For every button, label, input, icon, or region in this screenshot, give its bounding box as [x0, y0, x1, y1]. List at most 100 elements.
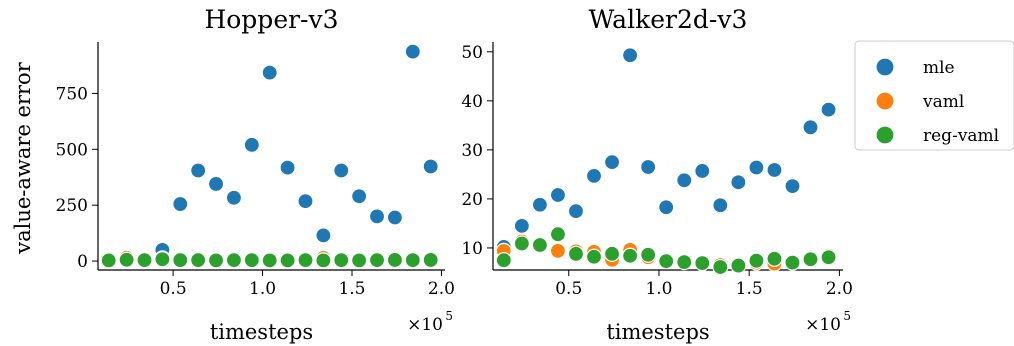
y-tick-label: 500: [56, 140, 88, 160]
series-mle: [100, 43, 439, 269]
y-tick-label: 0: [77, 252, 88, 272]
x-tick-label: 1.5: [338, 279, 365, 299]
data-point-reg-vaml: [820, 249, 837, 266]
data-point-reg-vaml: [136, 252, 153, 269]
data-point-mle: [802, 119, 819, 136]
data-point-mle: [603, 154, 621, 171]
legend-label-mle: mle: [923, 58, 955, 78]
data-point-reg-vaml: [190, 252, 207, 269]
data-point-reg-vaml: [333, 252, 350, 269]
data-point-reg-vaml: [100, 252, 117, 269]
series-reg-vaml: [100, 251, 439, 269]
data-point-reg-vaml: [172, 252, 189, 269]
data-point-mle: [513, 217, 530, 234]
data-point-reg-vaml: [261, 252, 278, 269]
data-point-reg-vaml: [748, 252, 765, 269]
data-point-reg-vaml: [495, 252, 512, 269]
data-point-reg-vaml: [730, 257, 747, 274]
data-point-mle: [712, 197, 729, 214]
data-point-mle: [820, 101, 837, 118]
data-point-mle: [784, 178, 801, 195]
x-tick-label: 0.5: [160, 279, 187, 299]
data-point-mle: [243, 136, 260, 153]
x-scale-exponent: 5: [445, 309, 453, 323]
x-scale-exponent: 5: [843, 309, 851, 323]
legend-label-reg-vaml: reg-vaml: [923, 126, 999, 146]
x-axis-label: timesteps: [210, 320, 313, 344]
x-tick-label: 2.0: [428, 279, 455, 299]
data-point-reg-vaml: [368, 252, 386, 269]
y-tick-label: 250: [56, 196, 88, 216]
data-point-reg-vaml: [676, 254, 693, 271]
data-point-reg-vaml: [622, 247, 639, 264]
legend-marker-reg-vaml: [875, 125, 895, 145]
subplot-title: Hopper-v3: [204, 5, 338, 34]
y-axis-label: value-aware error: [11, 61, 35, 254]
x-tick-label: 1.0: [249, 279, 276, 299]
x-tick-label: 0.5: [555, 279, 582, 299]
data-point-reg-vaml: [766, 250, 783, 267]
data-point-reg-vaml: [351, 252, 368, 269]
data-point-reg-vaml: [315, 252, 332, 269]
x-tick-label: 1.5: [736, 279, 763, 299]
data-point-reg-vaml: [243, 252, 260, 269]
data-point-reg-vaml: [404, 252, 421, 269]
series-reg-vaml: [495, 226, 837, 276]
data-point-reg-vaml: [279, 252, 296, 269]
data-point-mle: [351, 188, 368, 205]
data-point-mle: [766, 161, 783, 179]
data-point-reg-vaml: [658, 253, 675, 270]
subplot-title: Walker2d-v3: [589, 5, 748, 34]
subplot-2: Walker2d-v3 0.5 1.0 1.5 2.0 10 20 30 40 50 timeste…: [461, 5, 853, 344]
data-point-reg-vaml: [694, 255, 711, 272]
data-point-reg-vaml: [712, 258, 729, 276]
y-tick-label: 30: [461, 141, 483, 161]
legend: mle vaml reg-vaml: [854, 40, 1014, 151]
x-tick-label: 2.0: [826, 279, 853, 299]
legend-label-vaml: vaml: [922, 92, 964, 112]
subplots: Hopper-v3 0.5 1.0 1.5 2.0 0 250 500 750 timesteps…: [56, 5, 853, 344]
x-axis-label: timesteps: [606, 320, 709, 344]
data-point-mle: [261, 64, 278, 81]
legend-marker-vaml: [875, 91, 895, 111]
data-point-mle: [549, 186, 567, 204]
data-point-mle: [315, 227, 332, 244]
data-point-mle: [190, 162, 207, 179]
data-point-mle: [567, 203, 585, 220]
data-point-reg-vaml: [567, 245, 585, 262]
data-point-mle: [422, 158, 439, 175]
data-point-mle: [640, 158, 657, 176]
y-tick-label: 750: [56, 84, 88, 104]
data-point-reg-vaml: [118, 251, 135, 268]
data-point-mle: [585, 167, 603, 184]
data-point-mle: [730, 174, 747, 191]
y-tick-label: 20: [461, 190, 483, 210]
y-tick-label: 10: [461, 239, 483, 259]
data-point-mle: [676, 172, 693, 189]
data-point-mle: [694, 162, 711, 180]
legend-frame: [854, 40, 1014, 151]
subplot-1: Hopper-v3 0.5 1.0 1.5 2.0 0 250 500 750 timesteps…: [56, 5, 455, 344]
legend-marker-mle: [875, 57, 895, 77]
x-scale-multiplier: ×10: [407, 315, 443, 335]
data-point-mle: [172, 195, 189, 213]
data-point-reg-vaml: [422, 251, 439, 269]
x-tick-label: 1.0: [645, 279, 672, 299]
data-point-reg-vaml: [640, 246, 657, 263]
data-point-mle: [404, 43, 421, 60]
data-point-reg-vaml: [585, 248, 603, 265]
data-point-mle: [333, 162, 350, 179]
data-point-mle: [279, 159, 296, 176]
data-point-reg-vaml: [513, 235, 530, 252]
y-tick-label: 40: [461, 92, 483, 112]
data-point-reg-vaml: [154, 251, 171, 268]
data-point-reg-vaml: [802, 251, 819, 268]
data-point-reg-vaml: [386, 251, 404, 269]
data-point-mle: [622, 47, 639, 64]
data-point-reg-vaml: [784, 254, 801, 271]
series-mle: [495, 47, 837, 256]
data-point-reg-vaml: [603, 245, 621, 262]
data-point-reg-vaml: [225, 252, 243, 269]
data-point-reg-vaml: [531, 236, 549, 254]
